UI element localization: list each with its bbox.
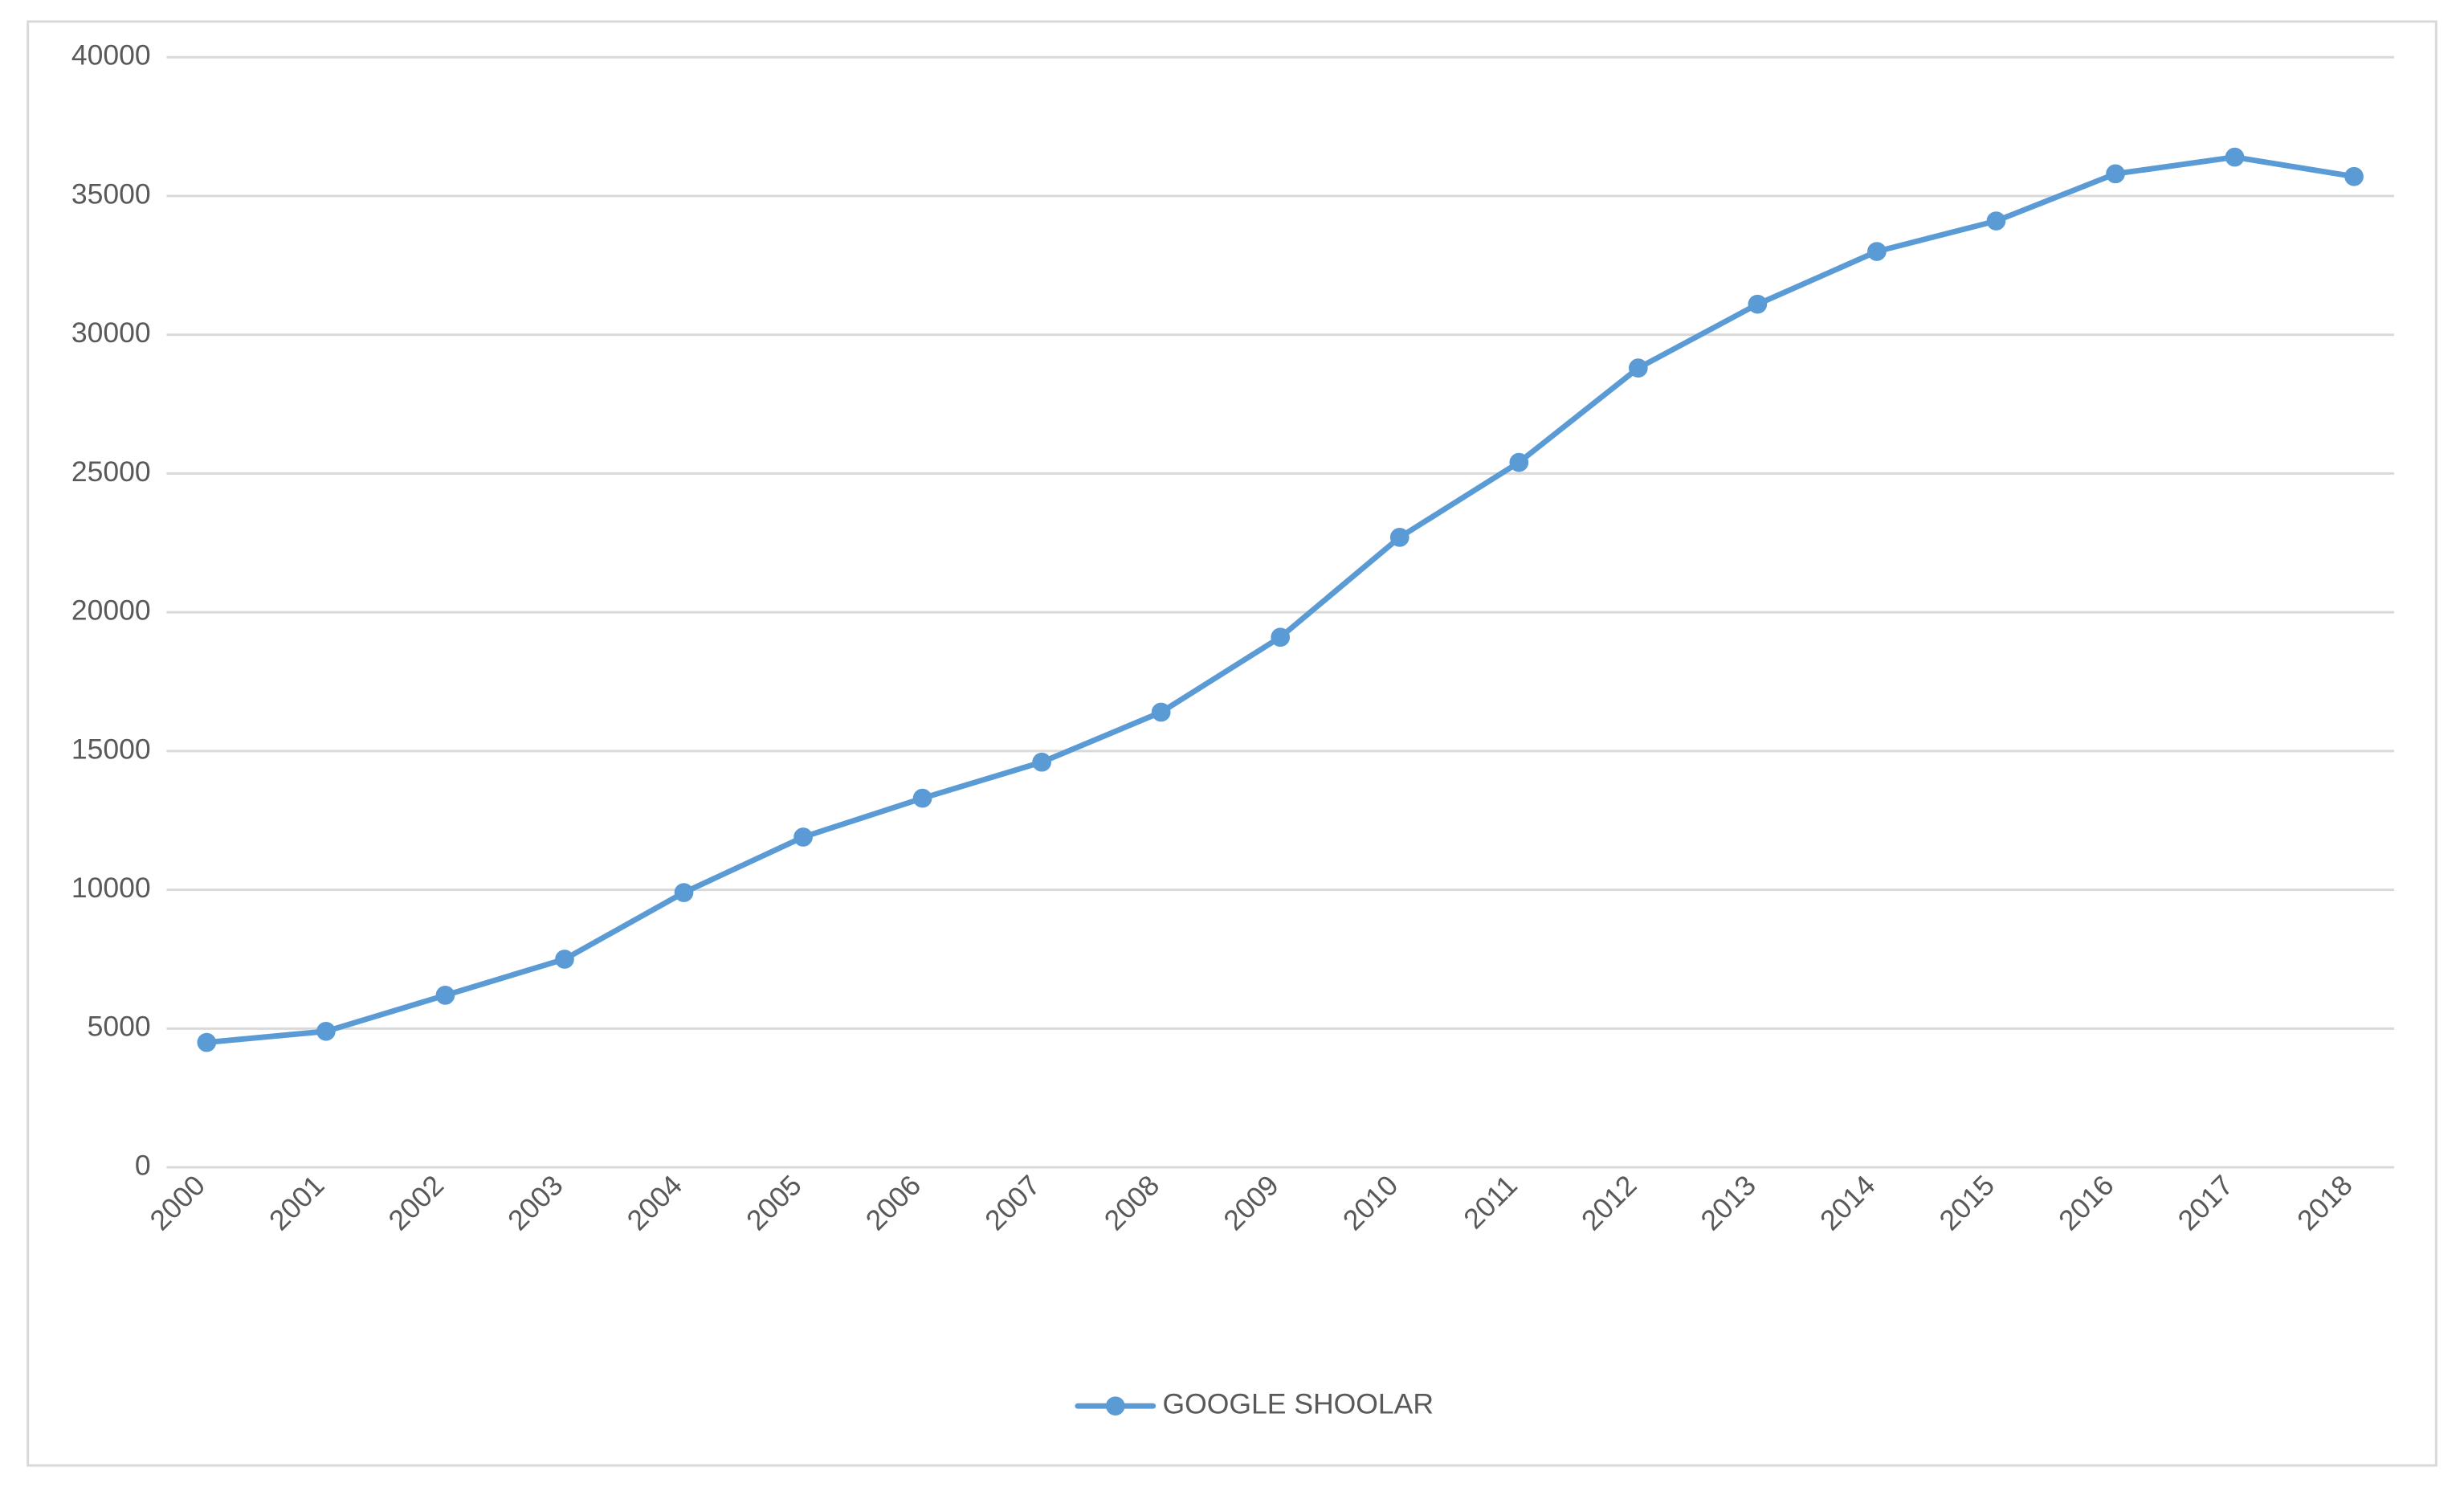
data-point	[1033, 754, 1050, 771]
data-point	[1271, 628, 1289, 646]
data-point	[437, 987, 455, 1004]
data-point	[1152, 704, 1170, 721]
data-point	[198, 1034, 215, 1052]
y-tick-label: 25000	[71, 455, 151, 488]
legend-label: GOOGLE SHOOLAR	[1163, 1388, 1434, 1420]
data-point	[1749, 296, 1767, 313]
data-point	[1630, 359, 1647, 377]
y-tick-label: 30000	[71, 317, 151, 349]
data-point	[2226, 149, 2244, 166]
data-point	[2345, 168, 2363, 186]
chart-container: 0 5000 10000 15000 20000 25000 30000 35000 40000…	[0, 0, 2464, 1487]
data-point	[1988, 212, 2005, 230]
y-tick-label: 40000	[71, 39, 151, 71]
data-point	[675, 884, 693, 901]
y-tick-label: 0	[135, 1149, 151, 1181]
y-tick-label: 5000	[88, 1011, 151, 1043]
y-tick-label: 15000	[71, 733, 151, 765]
line-chart: 0 5000 10000 15000 20000 25000 30000 35000 40000…	[10, 10, 2454, 1477]
data-point	[794, 828, 812, 846]
legend-marker-sample	[1107, 1397, 1124, 1415]
data-point	[1868, 243, 1886, 260]
data-point	[317, 1023, 335, 1040]
y-tick-label: 10000	[71, 872, 151, 904]
data-point	[2107, 165, 2124, 182]
data-point	[1510, 454, 1528, 472]
data-point	[914, 790, 932, 807]
chart-border: 0 5000 10000 15000 20000 25000 30000 35000 40000…	[10, 10, 2454, 1477]
data-point	[556, 950, 573, 968]
y-tick-label: 20000	[71, 594, 151, 627]
chart-outer-border	[28, 22, 2437, 1465]
y-tick-label: 35000	[71, 178, 151, 210]
data-point	[1391, 529, 1409, 546]
